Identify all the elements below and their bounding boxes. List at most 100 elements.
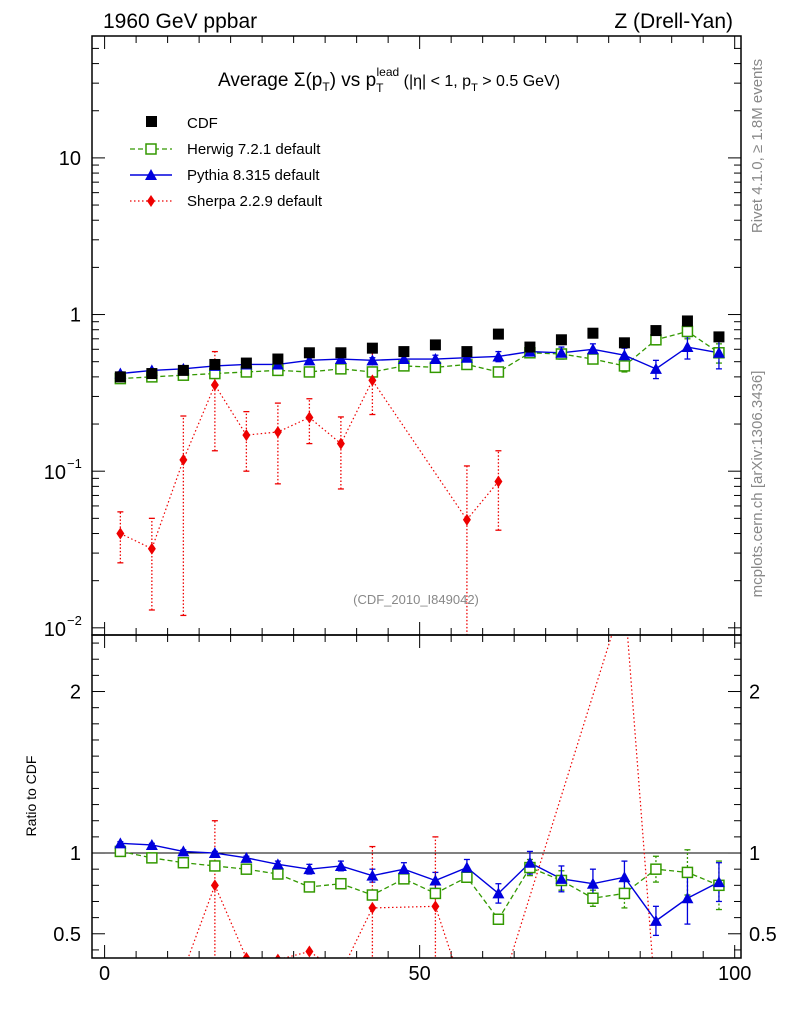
ratio-herwig-point [681,866,694,879]
ratio-herwig-point [209,860,221,872]
ratio-herwig-point [461,871,473,883]
y-tick-label: 10 [44,619,66,641]
legend-herwig-label: Herwig 7.2.1 default [187,141,321,158]
sherpa-point [210,378,219,391]
herwig-point [618,360,631,372]
ratio-herwig-point [492,913,505,925]
title-tail2: > 0.5 GeV) [478,73,560,90]
ratio-pythia-point [177,845,190,857]
title-tail1: (|η| < 1, p [399,73,471,90]
pythia-point [334,353,347,365]
ratio-pythia-point [271,858,284,870]
ratio-herwig-point [335,877,347,890]
ratio-herwig-point [146,852,158,864]
legend-sherpa-label: Sherpa 2.2.9 default [187,193,323,210]
cdf-point [398,346,410,358]
plot-title: Average Σ(pT) vs pTlead (|η| < 1, pT > 0… [218,65,560,95]
cdf-point [618,337,630,349]
y-tick-label: 10 [44,462,66,484]
pythia-point [366,354,379,366]
ratio-herwig-point [618,887,631,900]
ratio-sherpa-point [305,945,314,958]
herwig-point [303,366,316,378]
pythia-point [712,346,725,358]
pythia-point [618,349,631,361]
ratio-sherpa-point [463,996,471,1008]
y-tick-exponent: −2 [67,613,82,628]
x-tick-label: 50 [409,963,431,985]
sherpa-point [494,475,503,488]
main-panel-data [114,315,725,635]
rivet-version-label: Rivet 4.1.0, ≥ 1.8M events [749,59,766,233]
ratio-pythia-point [208,847,221,859]
title-prefix: Average [218,70,294,91]
ratio-sherpa-line [187,635,653,958]
pythia-point [492,350,505,362]
ratio-sherpa-point [116,992,124,1004]
title-sub-t2: T [376,81,384,95]
process-label: Z (Drell-Yan) [614,10,733,33]
cdf-point [146,368,158,380]
title-mid: ) vs p [330,70,376,91]
cdf-point [650,325,662,337]
x-tick-label: 0 [99,963,110,985]
cdf-point [555,334,567,346]
ratio-sherpa-point [652,999,660,1011]
ratio-sherpa-point [494,991,502,1003]
ratio-pythia-point [240,851,253,863]
ratio-axis-title: Ratio to CDF [23,756,39,837]
cdf-point [713,331,725,343]
legend-cdf-marker [146,116,157,127]
cdf-point [240,357,252,369]
pythia-point [303,354,316,366]
title-sup-lead: lead [376,65,399,79]
legend-herwig-marker [145,143,157,155]
cdf-point [524,341,536,353]
sherpa-point [242,429,251,442]
ratio-pythia-point [145,838,158,850]
legend-pythia-label: Pythia 8.315 default [187,167,320,184]
title-sub-t1: T [322,80,330,94]
ratio-pythia-line [120,842,720,922]
cdf-point [272,353,284,365]
ratio-sherpa-point [368,901,377,914]
pythia-point [429,353,442,365]
y-tick-exponent: −1 [67,456,82,471]
ratio-herwig-point [240,863,253,875]
herwig-point [681,325,694,338]
cdf-point [461,346,473,358]
cdf-point [335,347,347,359]
cdf-point [492,328,504,340]
legend-pythia-marker [145,169,157,180]
ratio-pythia-point [397,863,410,875]
cdf-point [177,364,189,376]
ratio-pythia-point [429,874,442,886]
ratio-y-tick-label-left: 2 [70,682,81,704]
title-sigma: Σ(p [294,70,323,91]
pythia-point [460,351,473,363]
sherpa-point [179,453,188,466]
ratio-y-tick-label-right: 2 [749,682,760,704]
ratio-pythia-point [523,856,536,868]
herwig-point [650,334,662,346]
sherpa-point [116,527,125,540]
pythia-point [681,341,694,353]
herwig-point [492,366,505,378]
energy-label: 1960 GeV ppbar [103,10,257,33]
ratio-herwig-point [429,887,442,900]
herwig-point [587,353,599,365]
ratio-herwig-point [366,889,379,901]
ratio-pythia-point [366,869,379,881]
ratio-pythia-point [618,871,631,883]
ratio-pythia-point [649,914,662,926]
y-tick-label: 10 [59,148,81,170]
legend-cdf-label: CDF [187,115,218,132]
pythia-point [397,353,410,365]
ratio-herwig-point [587,892,599,904]
pythia-point [649,362,662,374]
ratio-pythia-point [334,859,347,871]
ratio-herwig-point [177,856,190,869]
sherpa-line [120,379,499,550]
ratio-sherpa-point [431,900,440,913]
